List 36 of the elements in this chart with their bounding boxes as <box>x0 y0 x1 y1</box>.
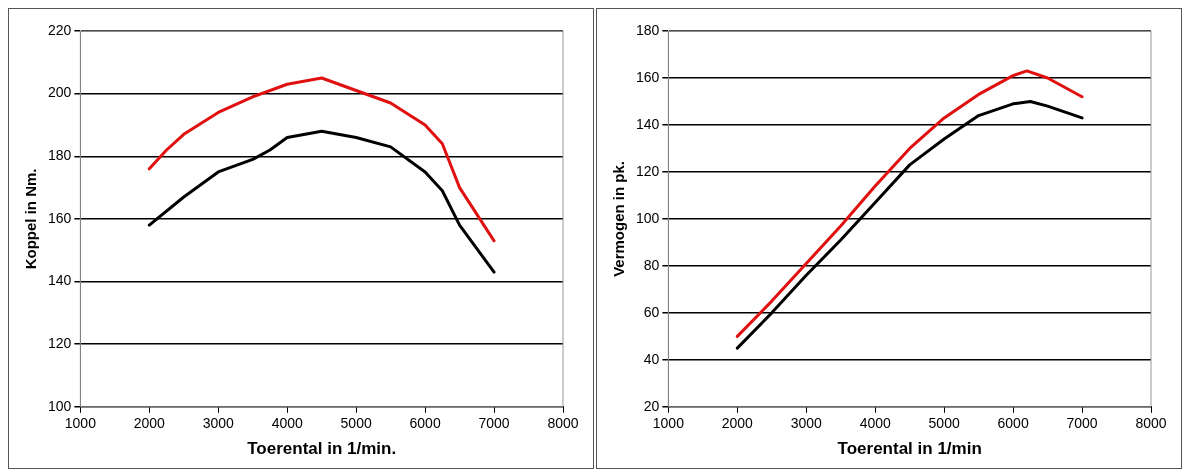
x-tick-label: 7000 <box>1066 415 1098 432</box>
x-tick-label: 1000 <box>64 415 97 432</box>
x-tick-label: 7000 <box>478 415 510 432</box>
y-tick-label: 140 <box>48 272 72 289</box>
y-tick-label: 60 <box>643 303 660 320</box>
y-tick-label: 20 <box>643 397 660 414</box>
y-tick-label: 180 <box>636 21 660 38</box>
x-tick-label: 3000 <box>202 415 235 432</box>
y-tick-label: 160 <box>636 68 660 85</box>
y-tick-label: 80 <box>643 256 660 273</box>
y-tick-label: 120 <box>636 162 660 179</box>
y-tick-label: 40 <box>643 350 660 367</box>
x-tick-label: 8000 <box>1135 415 1167 432</box>
x-tick-label: 3000 <box>790 415 823 432</box>
x-tick-label: 4000 <box>271 415 303 432</box>
x-tick-label: 6000 <box>409 415 441 432</box>
x-tick-label: 2000 <box>721 415 754 432</box>
y-tick-label: 100 <box>48 397 72 414</box>
y-tick-label: 180 <box>48 147 72 164</box>
y-tick-label: 200 <box>48 84 72 101</box>
y-tick-label: 220 <box>48 21 72 38</box>
y-tick-label: 140 <box>636 115 660 132</box>
x-tick-label: 2000 <box>133 415 166 432</box>
x-axis-title: Toerental in 1/min. <box>247 439 397 459</box>
x-tick-label: 5000 <box>928 415 960 432</box>
x-axis-title: Toerental in 1/min <box>837 439 982 459</box>
x-tick-label: 8000 <box>547 415 579 432</box>
x-tick-label: 4000 <box>859 415 891 432</box>
x-tick-label: 1000 <box>652 415 685 432</box>
x-tick-label: 5000 <box>340 415 372 432</box>
y-tick-label: 100 <box>636 209 660 226</box>
y-axis-title: Koppel in Nm. <box>22 168 40 270</box>
y-tick-label: 120 <box>48 335 72 352</box>
y-tick-label: 160 <box>48 209 72 226</box>
x-tick-label: 6000 <box>997 415 1029 432</box>
y-axis-title: Vermogen in pk. <box>610 160 628 277</box>
